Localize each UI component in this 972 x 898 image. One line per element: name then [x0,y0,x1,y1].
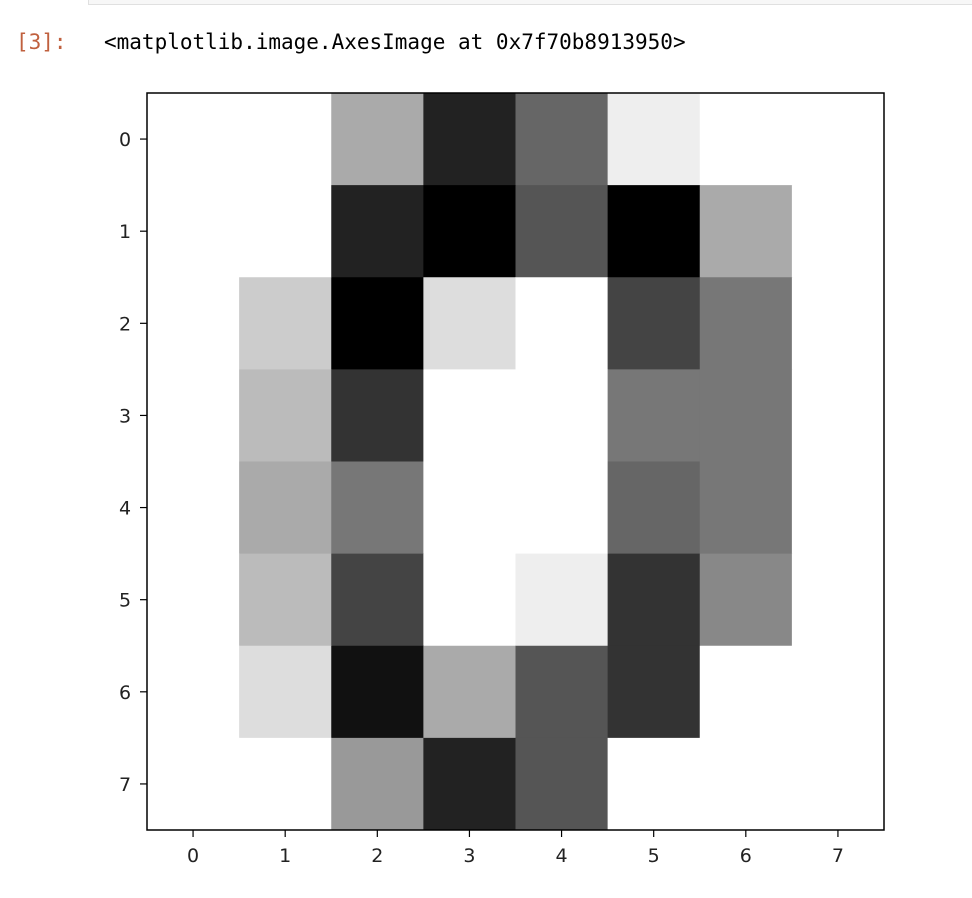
x-tick-label: 2 [371,845,383,867]
pixel-cell-2-7 [791,277,885,370]
pixel-cell-5-0 [147,553,240,647]
pixel-cell-5-5 [607,553,701,647]
pixel-cell-7-3 [423,737,516,831]
pixel-cell-7-7 [791,737,885,831]
pixel-cell-5-6 [699,553,793,647]
pixel-cell-6-5 [607,645,701,739]
pixel-cell-0-1 [239,93,332,186]
pixel-cell-1-2 [331,185,424,278]
x-tick-label: 0 [187,845,199,867]
pixel-cell-4-0 [147,461,240,555]
x-tick-label: 5 [648,845,660,867]
previous-input-cell-edge [88,0,972,5]
pixel-cell-1-4 [515,185,609,278]
x-tick-label: 7 [832,845,844,867]
pixel-cell-6-2 [331,645,424,739]
pixel-cell-0-7 [791,93,885,186]
pixel-cell-3-3 [423,369,516,462]
y-tick-label: 6 [119,682,131,704]
pixel-cell-6-3 [423,645,516,739]
y-tick-label: 7 [119,774,131,796]
y-tick-label: 0 [119,129,131,151]
pixel-cell-6-1 [239,645,332,739]
pixel-cell-2-6 [699,277,793,370]
pixel-cell-6-7 [791,645,885,739]
pixel-cell-2-4 [515,277,609,370]
pixel-cell-5-4 [515,553,609,647]
image-cells [147,93,885,831]
x-tick-label: 1 [279,845,291,867]
pixel-cell-5-2 [331,553,424,647]
pixel-cell-7-1 [239,737,332,831]
pixel-cell-0-3 [423,93,516,186]
y-tick-label: 4 [119,498,131,520]
pixel-cell-4-4 [515,461,609,555]
pixel-cell-7-0 [147,737,240,831]
output-text: <matplotlib.image.AxesImage at 0x7f70b89… [104,30,686,54]
pixel-cell-3-6 [699,369,793,462]
pixel-cell-5-7 [791,553,885,647]
pixel-cell-2-1 [239,277,332,370]
axes-frame [146,92,885,831]
pixel-cell-1-0 [147,185,240,278]
pixel-cell-1-7 [791,185,885,278]
pixel-cell-1-3 [423,185,516,278]
pixel-cell-1-5 [607,185,701,278]
pixel-cell-3-2 [331,369,424,462]
y-tick-label: 2 [119,313,131,335]
pixel-cell-6-6 [699,645,793,739]
x-axis-ticks: 0 1 2 3 4 5 6 7 [187,830,844,867]
y-tick-label: 3 [119,405,131,427]
pixel-cell-0-2 [331,93,424,186]
x-tick-label: 6 [740,845,752,867]
pixel-cell-7-2 [331,737,424,831]
pixel-cell-2-3 [423,277,516,370]
pixel-cell-4-1 [239,461,332,555]
pixel-cell-2-0 [147,277,240,370]
pixel-cell-3-4 [515,369,609,462]
pixel-cell-3-0 [147,369,240,462]
pixel-cell-4-6 [699,461,793,555]
pixel-cell-0-0 [147,93,240,186]
pixel-cell-7-6 [699,737,793,831]
pixel-cell-7-4 [515,737,609,831]
y-axis-ticks: 0 1 2 3 4 5 6 7 [119,129,147,796]
pixel-cell-3-5 [607,369,701,462]
pixel-cell-4-5 [607,461,701,555]
pixel-cell-7-5 [607,737,701,831]
pixel-cell-6-0 [147,645,240,739]
pixel-cell-0-4 [515,93,609,186]
pixel-cell-2-5 [607,277,701,370]
pixel-cell-5-1 [239,553,332,647]
pixel-cell-5-3 [423,553,516,647]
pixel-cell-4-7 [791,461,885,555]
x-tick-label: 3 [463,845,475,867]
pixel-cell-3-7 [791,369,885,462]
pixel-cell-6-4 [515,645,609,739]
x-tick-label: 4 [556,845,568,867]
y-tick-label: 5 [119,590,131,612]
pixel-cell-4-3 [423,461,516,555]
pixel-cell-0-6 [699,93,793,186]
pixel-cell-1-1 [239,185,332,278]
pixel-cell-2-2 [331,277,424,370]
output-prompt: [3]: [16,30,67,54]
pixel-cell-3-1 [239,369,332,462]
pixel-cell-1-6 [699,185,793,278]
pixel-cell-0-5 [607,93,701,186]
pixel-cell-4-2 [331,461,424,555]
y-tick-label: 1 [119,221,131,243]
